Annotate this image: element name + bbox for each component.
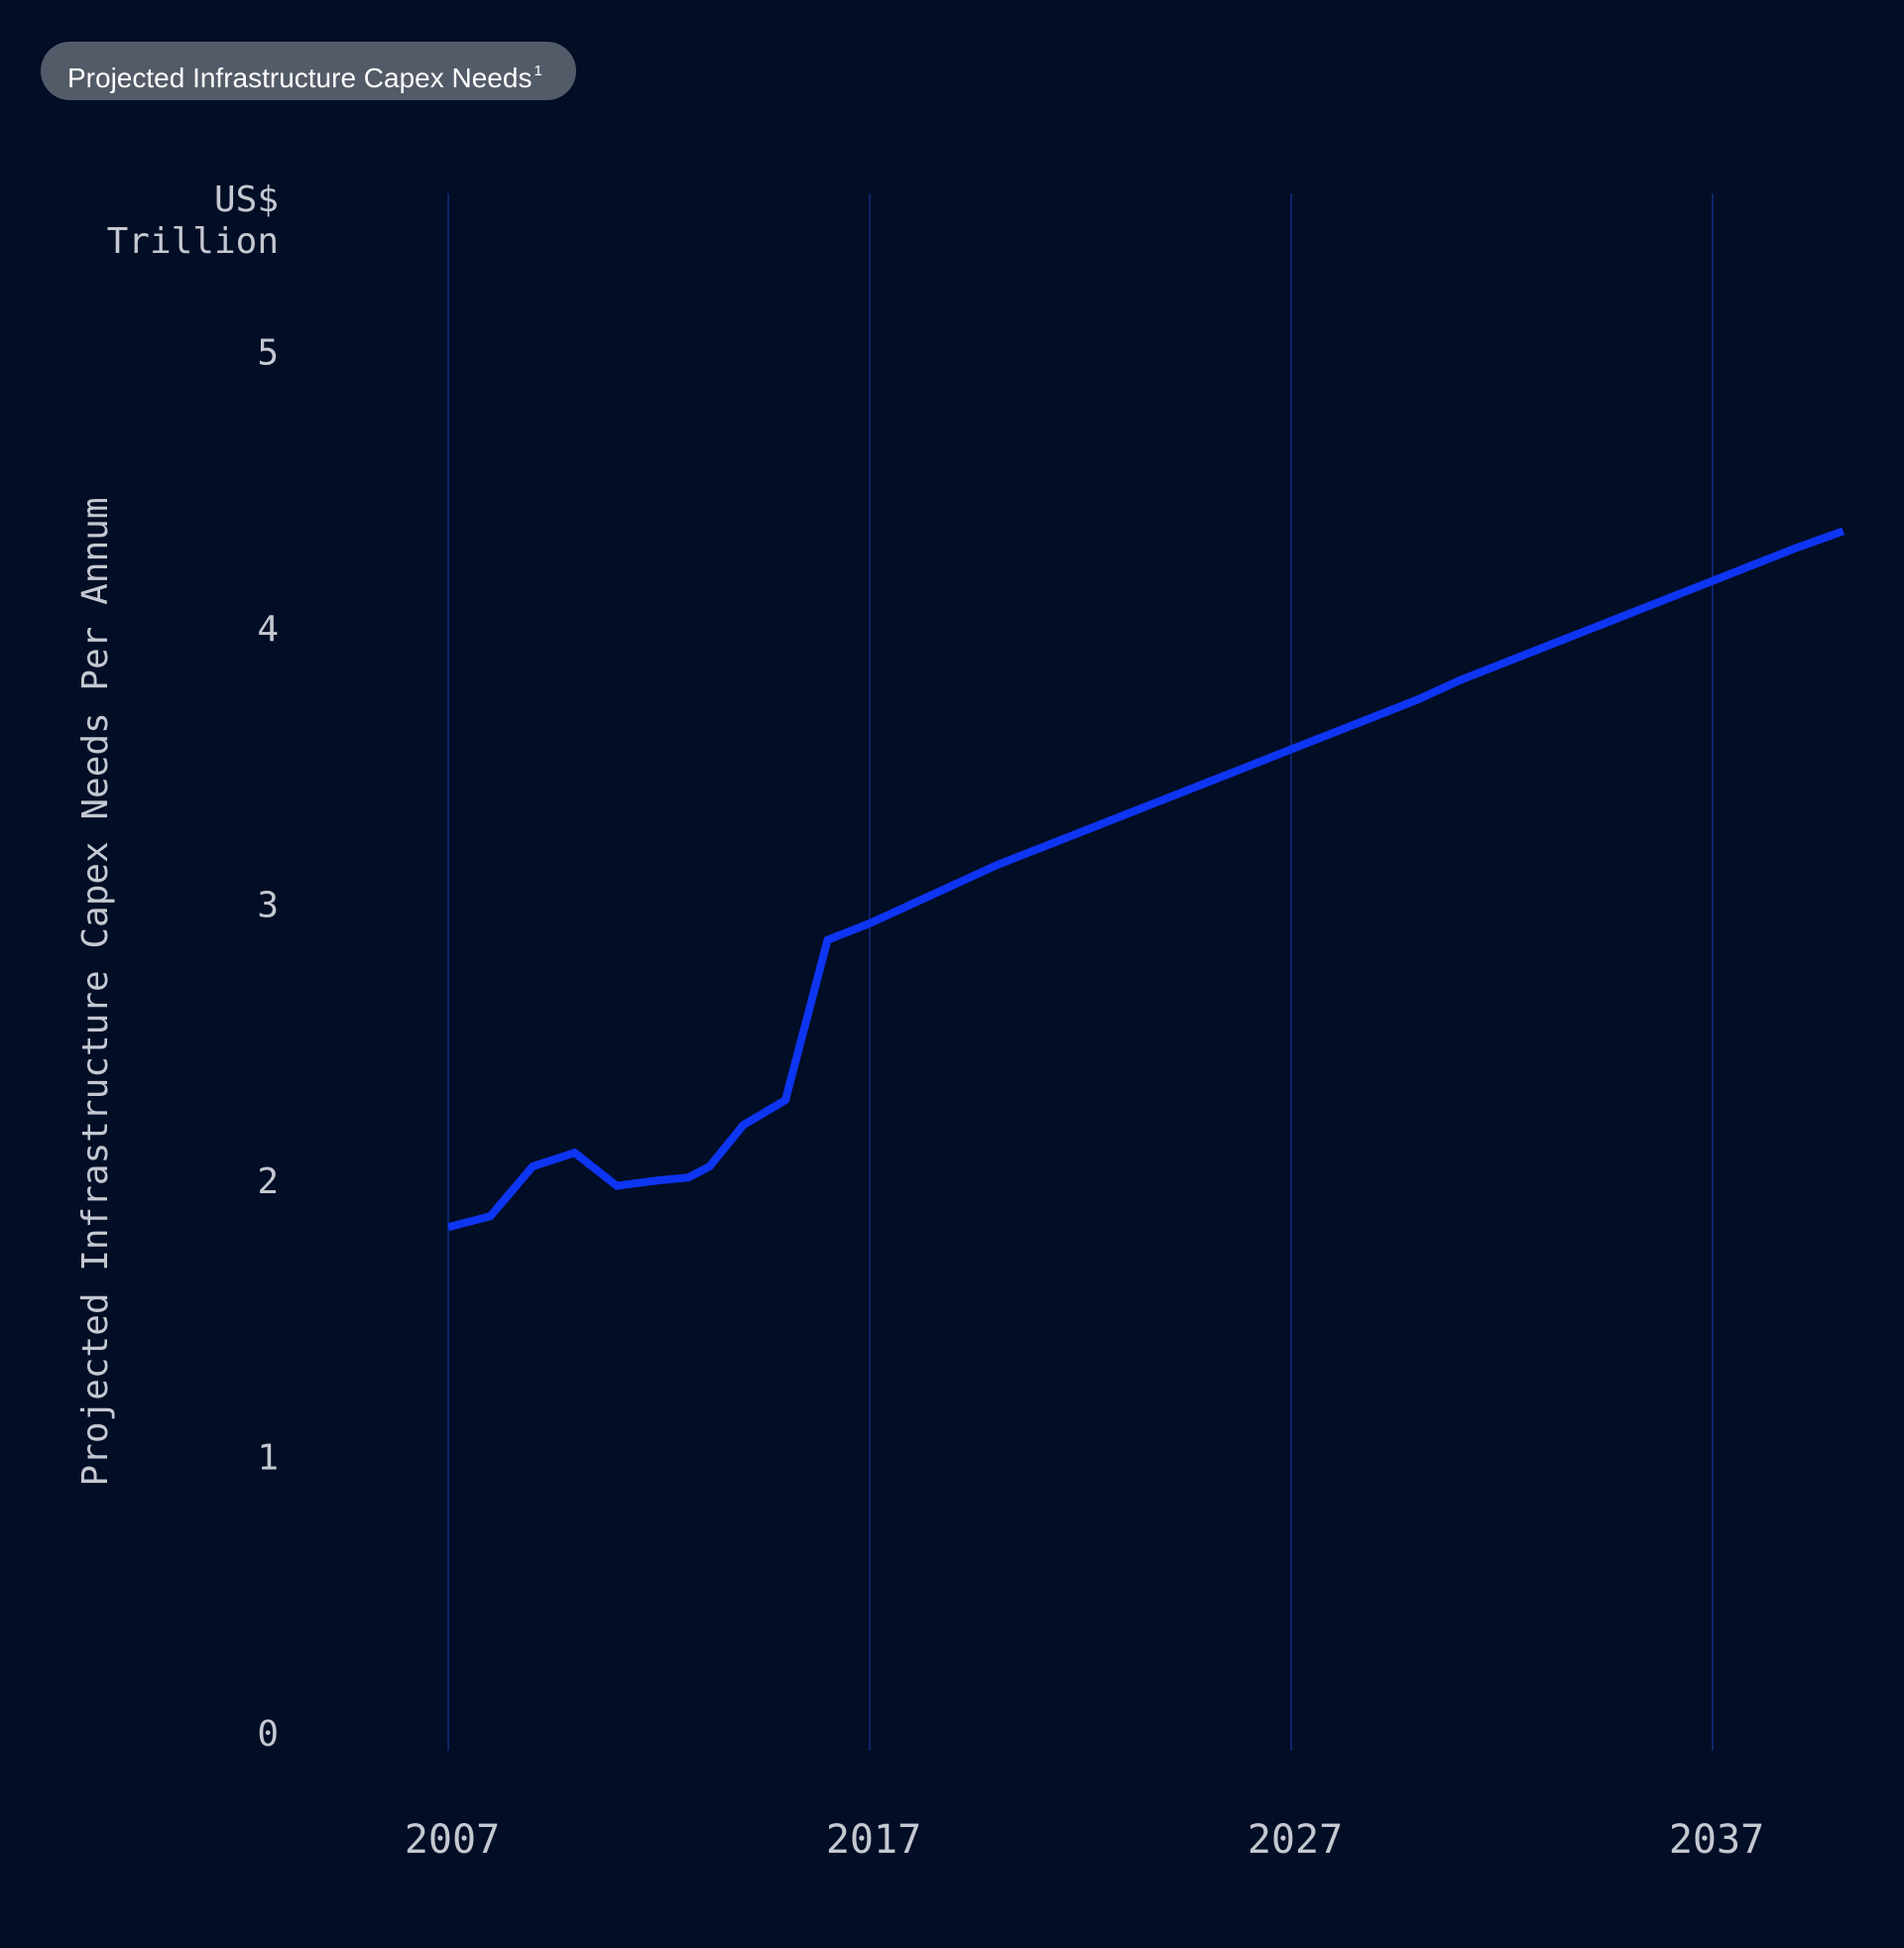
y-unit-line1: US$	[214, 180, 279, 220]
y-tick-label-4: 4	[257, 609, 279, 650]
y-tick-label-0: 0	[257, 1714, 279, 1755]
footnote-marker: 1	[534, 62, 542, 79]
y-tick-label-2: 2	[257, 1161, 279, 1202]
x-tick-label-2027: 2027	[1248, 1817, 1343, 1863]
y-tick-label-1: 1	[257, 1438, 279, 1479]
x-tick-label-2037: 2037	[1669, 1817, 1764, 1863]
x-tick-label-2007: 2007	[405, 1817, 500, 1863]
series-line-0	[446, 527, 1845, 1232]
chart-title-badge: Projected Infrastructure Capex Needs 1	[41, 42, 576, 100]
y-axis-ticks: 0 1 2 3 4 5	[257, 333, 279, 1756]
y-axis-label: Projected Infrastructure Capex Needs Per…	[75, 498, 116, 1487]
x-tick-label-2017: 2017	[826, 1817, 921, 1863]
y-unit-line2: Trillion	[107, 221, 279, 262]
series-group	[446, 527, 1845, 1232]
chart-title: Projected Infrastructure Capex Needs	[67, 62, 533, 93]
y-tick-label-3: 3	[257, 886, 279, 926]
gridlines	[447, 193, 1714, 1751]
x-axis-ticks: 2007 2017 2027 2037	[405, 1817, 1764, 1863]
y-tick-label-5: 5	[257, 333, 279, 374]
